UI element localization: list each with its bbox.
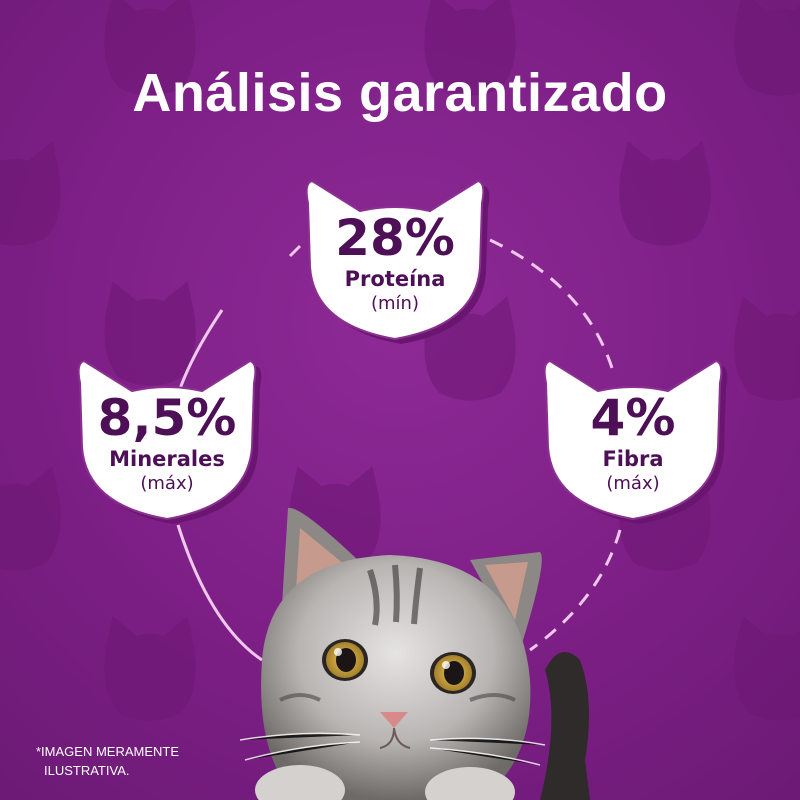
fiber-value: 4% — [590, 389, 676, 447]
protein-badge: 28% Proteína (mín) — [290, 175, 500, 345]
minerals-value: 8,5% — [97, 389, 237, 447]
disclaimer-line-2: ILUSTRATIVA. — [44, 763, 130, 778]
cat-head-badge-icon — [77, 359, 262, 524]
minerals-label: Minerales — [109, 447, 225, 471]
protein-label: Proteína — [344, 267, 446, 291]
minerals-badge: 8,5% Minerales (máx) — [62, 355, 272, 525]
cat-head-badge-icon — [543, 359, 728, 524]
protein-value: 28% — [335, 209, 455, 267]
fiber-label: Fibra — [602, 447, 664, 471]
disclaimer-line-1: *IMAGEN MERAMENTE — [36, 744, 180, 759]
protein-qualifier: (mín) — [371, 293, 419, 314]
cat-head-badge-icon — [305, 179, 490, 344]
fiber-qualifier: (máx) — [606, 473, 660, 494]
fiber-badge: 4% Fibra (máx) — [528, 355, 738, 525]
minerals-qualifier: (máx) — [140, 473, 194, 494]
disclaimer: *IMAGEN MERAMENTE ILUSTRATIVA. — [36, 742, 236, 780]
page-title: Análisis garantizado — [132, 63, 668, 123]
